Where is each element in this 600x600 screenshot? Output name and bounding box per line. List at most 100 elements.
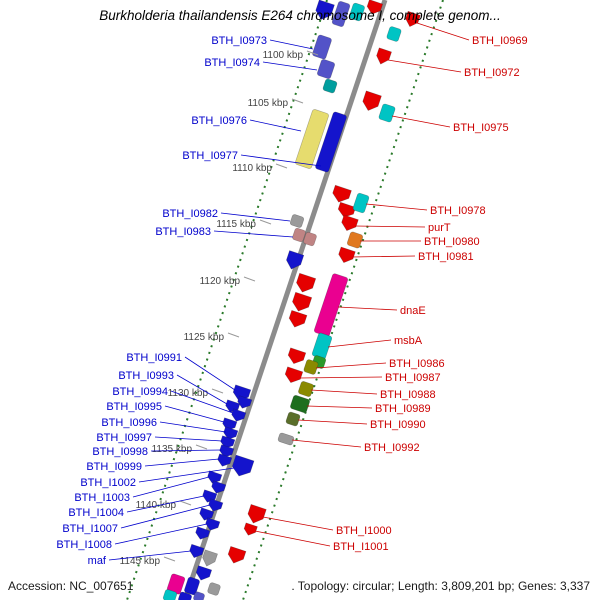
gene-feature[interactable] <box>292 227 306 243</box>
gene-label-right[interactable]: dnaE <box>400 305 426 317</box>
gene-feature[interactable] <box>216 453 233 469</box>
gene-feature[interactable] <box>317 59 336 80</box>
gene-label-left[interactable]: BTH_I0977 <box>182 150 238 162</box>
gene-label-right[interactable]: BTH_I0988 <box>380 389 436 401</box>
gene-label-left[interactable]: BTH_I0982 <box>162 208 218 220</box>
gene-feature[interactable] <box>303 231 317 247</box>
gene-feature[interactable] <box>386 26 402 42</box>
gene-label-right[interactable]: BTH_I0980 <box>424 236 480 248</box>
gene-label-left[interactable]: BTH_I1002 <box>80 477 136 489</box>
gene-feature[interactable] <box>294 272 317 295</box>
gene-feature[interactable] <box>194 565 213 583</box>
gene-feature[interactable] <box>303 359 319 375</box>
gene-feature[interactable] <box>365 0 384 16</box>
gene-feature[interactable] <box>204 517 221 533</box>
gene-label-right[interactable]: BTH_I0981 <box>418 251 474 263</box>
gene-arrow <box>315 0 335 20</box>
gene-feature[interactable] <box>336 201 357 219</box>
gene-feature[interactable] <box>230 408 247 424</box>
gene-arrow <box>337 201 357 218</box>
gene-label-right[interactable]: BTH_I0990 <box>370 419 426 431</box>
gene-feature[interactable] <box>236 395 253 411</box>
gene-label-left[interactable]: BTH_I0993 <box>118 370 174 382</box>
gene-label-left[interactable]: BTH_I0994 <box>112 386 168 398</box>
gene-feature[interactable] <box>340 214 359 233</box>
gene-feature[interactable] <box>286 347 307 366</box>
gene-label-left[interactable]: BTH_I1004 <box>68 507 124 519</box>
gene-feature[interactable] <box>290 291 313 314</box>
gene-feature[interactable] <box>162 589 178 600</box>
gene-feature[interactable] <box>337 246 356 265</box>
gene-label-right[interactable]: BTH_I0972 <box>464 67 520 79</box>
gene-feature[interactable] <box>331 1 351 28</box>
scale-tick <box>291 98 304 104</box>
gene-feature[interactable] <box>295 109 329 169</box>
gene-feature[interactable] <box>346 231 364 249</box>
gene-feature[interactable] <box>314 0 335 22</box>
gene-label-left[interactable]: BTH_I1007 <box>62 523 118 535</box>
gene-label-right[interactable]: BTH_I0989 <box>375 403 431 415</box>
gene-feature[interactable] <box>277 432 295 446</box>
gene-feature[interactable] <box>349 2 365 22</box>
gene-label-right[interactable]: BTH_I0986 <box>389 358 445 370</box>
gene-feature[interactable] <box>219 435 236 451</box>
gene-feature[interactable] <box>287 309 308 329</box>
gene-label-left[interactable]: BTH_I0996 <box>101 417 157 429</box>
gene-feature[interactable] <box>311 332 333 360</box>
gene-feature[interactable] <box>246 504 267 525</box>
gene-label-left[interactable]: BTH_I0973 <box>211 35 267 47</box>
gene-feature[interactable] <box>290 395 311 414</box>
gene-feature[interactable] <box>207 498 224 514</box>
gene-feature[interactable] <box>312 34 332 60</box>
gene-arrow <box>366 0 384 15</box>
gene-feature[interactable] <box>298 381 314 397</box>
gene-feature[interactable] <box>404 10 421 28</box>
gene-label-right[interactable]: BTH_I0992 <box>364 442 420 454</box>
gene-box <box>292 227 306 243</box>
gene-label-left[interactable]: BTH_I1008 <box>56 539 112 551</box>
gene-feature[interactable] <box>283 366 304 385</box>
gene-feature[interactable] <box>378 103 396 123</box>
gene-feature[interactable] <box>284 250 305 272</box>
gene-feature[interactable] <box>361 90 382 113</box>
gene-label-right[interactable]: purT <box>428 222 451 234</box>
gene-feature[interactable] <box>218 444 235 460</box>
gene-label-left[interactable]: BTH_I0976 <box>191 115 247 127</box>
gene-feature[interactable] <box>352 192 370 214</box>
gene-label-left[interactable]: BTH_I0998 <box>92 446 148 458</box>
gene-label-left[interactable]: maf <box>88 555 107 567</box>
gene-label-right[interactable]: BTH_I0975 <box>453 122 509 134</box>
gene-feature[interactable] <box>207 582 221 596</box>
gene-feature[interactable] <box>243 522 258 537</box>
gene-label-left[interactable]: BTH_I0983 <box>155 226 211 238</box>
gene-label-left[interactable]: BTH_I0991 <box>126 352 182 364</box>
gene-feature[interactable] <box>285 411 301 427</box>
gene-label-left[interactable]: BTH_I0974 <box>204 57 260 69</box>
gene-label-right[interactable]: BTH_I0969 <box>472 35 528 47</box>
gene-label-left[interactable]: BTH_I0999 <box>86 461 142 473</box>
gene-arrow <box>219 444 235 458</box>
gene-feature[interactable] <box>184 576 200 596</box>
gene-feature[interactable] <box>315 111 347 173</box>
gene-feature[interactable] <box>331 184 352 205</box>
gene-feature[interactable] <box>188 543 205 559</box>
gene-label-right[interactable]: BTH_I1001 <box>333 541 389 553</box>
gene-label-right[interactable]: msbA <box>394 335 423 347</box>
gene-label-right[interactable]: BTH_I1000 <box>336 525 392 537</box>
gene-arrow <box>288 309 308 328</box>
gene-label-left[interactable]: BTH_I0997 <box>96 432 152 444</box>
gene-feature[interactable] <box>194 526 211 542</box>
gene-label-right[interactable]: BTH_I0978 <box>430 205 486 217</box>
gene-feature[interactable] <box>230 454 255 479</box>
gene-label-right[interactable]: BTH_I0987 <box>385 372 441 384</box>
gene-feature[interactable] <box>289 214 305 228</box>
gene-feature[interactable] <box>374 47 392 66</box>
gene-feature[interactable] <box>200 549 218 568</box>
gene-label-left[interactable]: BTH_I0995 <box>106 401 162 413</box>
gene-feature[interactable] <box>313 273 349 337</box>
gene-label-left[interactable]: BTH_I1003 <box>74 492 130 504</box>
gene-feature[interactable] <box>226 545 247 565</box>
gene-box <box>349 2 365 22</box>
gene-feature[interactable] <box>322 78 338 94</box>
gene-feature[interactable] <box>210 480 227 496</box>
